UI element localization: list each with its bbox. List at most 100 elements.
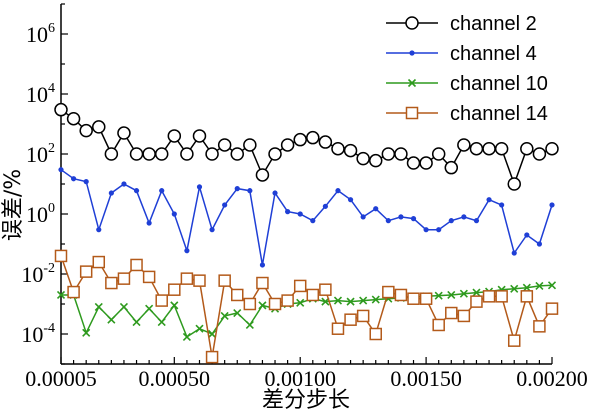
- point-channel-14: [331, 322, 345, 335]
- point-channel-2: [494, 141, 509, 156]
- point-channel-10: [233, 308, 242, 318]
- point-channel-14: [293, 279, 307, 293]
- x-tick-label: 0.00150: [390, 366, 462, 391]
- point-channel-10: [522, 283, 531, 292]
- point-channel-4: [58, 167, 64, 173]
- point-channel-2: [92, 120, 106, 134]
- legend-marker: [407, 78, 417, 88]
- point-channel-14: [54, 249, 68, 263]
- y-tick-label: 10-4: [21, 321, 55, 347]
- x-marker-stroke: [333, 296, 343, 305]
- x-marker-stroke: [547, 281, 557, 290]
- point-channel-10: [220, 311, 229, 321]
- point-channel-10: [107, 315, 116, 324]
- x-marker-stroke: [82, 328, 91, 337]
- point-channel-10: [359, 296, 368, 305]
- point-channel-4: [360, 214, 366, 220]
- x-tick-label: 0.00200: [516, 366, 588, 391]
- point-channel-14: [520, 290, 534, 303]
- point-channel-4: [398, 214, 404, 220]
- point-channel-4: [536, 241, 543, 247]
- legend-item-channel-4: channel 4: [386, 43, 537, 65]
- line-channel-4: [60, 169, 553, 266]
- x-axis-label: 差分步长: [262, 388, 350, 413]
- x-marker-stroke: [359, 296, 368, 305]
- point-channel-4: [436, 227, 442, 233]
- point-channel-4: [322, 203, 328, 209]
- legend-label: channel 14: [450, 103, 548, 125]
- point-channel-2: [154, 147, 169, 161]
- x-marker-stroke: [346, 297, 355, 306]
- point-channel-10: [535, 281, 544, 291]
- point-channel-14: [545, 302, 559, 315]
- point-channel-2: [419, 156, 433, 170]
- point-channel-14: [180, 272, 194, 285]
- point-channel-4: [347, 197, 354, 203]
- point-channel-2: [167, 129, 182, 143]
- point-channel-14: [67, 285, 80, 299]
- x-marker-stroke: [132, 317, 141, 327]
- point-channel-10: [346, 297, 355, 306]
- point-channel-14: [205, 350, 219, 364]
- x-marker-stroke: [371, 295, 380, 304]
- x-marker-stroke: [56, 290, 66, 300]
- point-channel-2: [66, 111, 81, 126]
- point-channel-10: [119, 302, 129, 311]
- point-channel-4: [385, 218, 391, 224]
- point-channel-2: [469, 141, 484, 156]
- x-marker-stroke: [94, 302, 103, 311]
- point-channel-10: [510, 284, 519, 293]
- point-channel-14: [117, 272, 131, 285]
- point-channel-14: [419, 292, 433, 305]
- point-channel-14: [319, 283, 332, 296]
- x-tick-label: 0.00100: [264, 366, 336, 391]
- point-channel-4: [171, 211, 177, 217]
- point-channel-14: [445, 306, 458, 320]
- legend-label: channel 10: [450, 73, 548, 95]
- x-tick-label: 0.00050: [139, 366, 211, 391]
- point-channel-4: [121, 181, 127, 187]
- legend: channel 2 channel 4 channel 10 channel 14: [386, 13, 548, 125]
- point-channel-2: [507, 177, 521, 191]
- point-channel-14: [168, 283, 181, 296]
- point-channel-2: [545, 141, 559, 156]
- point-channel-14: [142, 270, 156, 284]
- x-marker-stroke: [510, 284, 519, 293]
- point-channel-2: [318, 135, 333, 149]
- legend-item-channel-14: channel 14: [386, 103, 548, 125]
- point-channel-4: [511, 250, 517, 256]
- point-channel-4: [461, 214, 467, 220]
- point-channel-4: [247, 188, 253, 194]
- point-channel-14: [155, 294, 168, 307]
- point-channel-14: [457, 309, 471, 323]
- point-channel-14: [130, 258, 143, 272]
- point-channel-2: [217, 138, 232, 152]
- point-channel-2: [129, 147, 144, 161]
- series-channel-14: [54, 249, 559, 364]
- point-channel-4: [373, 206, 379, 212]
- x-marker-stroke: [434, 291, 443, 300]
- point-channel-14: [256, 276, 269, 290]
- point-channel-2: [255, 168, 270, 182]
- ticks: 106 104 102 100 10-2 10-4 0.00005 0.00050 0.0010…: [21, 3, 588, 391]
- point-channel-4: [184, 248, 190, 254]
- x-marker-stroke: [535, 281, 544, 291]
- point-channel-2: [293, 132, 307, 147]
- x-marker-stroke: [157, 317, 166, 327]
- series-group: [54, 102, 559, 364]
- x-marker-stroke: [472, 288, 481, 297]
- legend-marker: [405, 106, 419, 120]
- point-channel-14: [79, 265, 93, 278]
- point-channel-14: [394, 288, 408, 302]
- x-marker-stroke: [182, 332, 191, 341]
- legend-label: channel 4: [450, 43, 537, 65]
- point-channel-10: [82, 328, 91, 337]
- point-channel-2: [356, 151, 370, 166]
- point-channel-4: [310, 218, 316, 224]
- point-channel-4: [133, 188, 140, 194]
- y-tick-label: 106: [26, 21, 55, 47]
- x-marker-stroke: [170, 301, 179, 310]
- point-channel-14: [495, 290, 508, 303]
- point-channel-14: [369, 327, 382, 341]
- point-channel-4: [159, 188, 165, 194]
